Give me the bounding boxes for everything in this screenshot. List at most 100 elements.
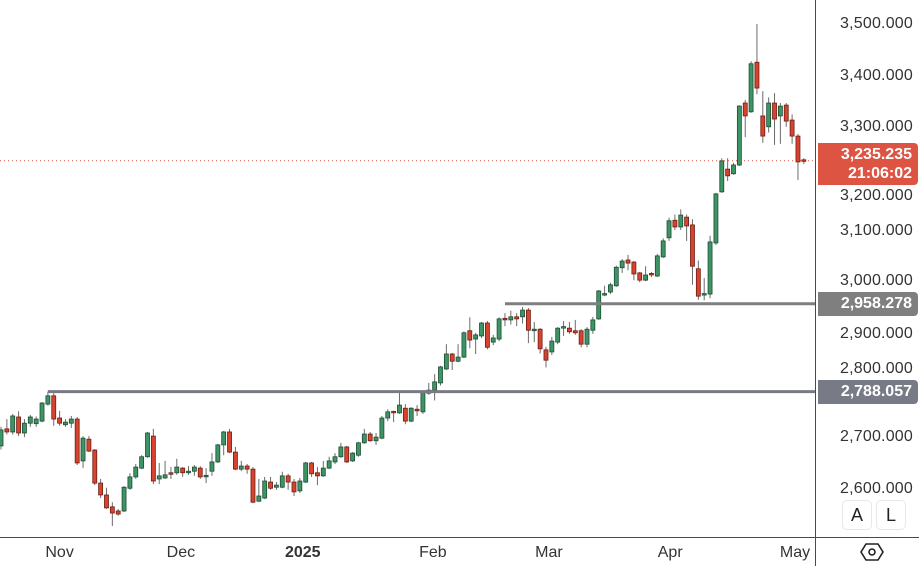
- price-tick-label: 3,000.000: [840, 271, 913, 289]
- log-scale-button[interactable]: L: [876, 500, 906, 530]
- candle-down: [625, 259, 631, 264]
- candle-up: [221, 431, 227, 446]
- candle-up: [660, 240, 666, 258]
- candle-down: [467, 330, 473, 341]
- candle-up: [262, 480, 268, 499]
- candle-down: [695, 268, 701, 297]
- candle-up: [68, 418, 74, 424]
- candle-up: [338, 446, 344, 458]
- candle-up: [45, 395, 51, 405]
- candle-up: [209, 461, 215, 472]
- auto-scale-button[interactable]: A: [842, 500, 872, 530]
- candle-down: [578, 330, 584, 345]
- candle-up: [490, 337, 496, 343]
- candle-down: [684, 216, 690, 227]
- axis-corner: [815, 537, 919, 566]
- candle-down: [51, 395, 57, 420]
- time-tick-label: Mar: [535, 544, 563, 561]
- candle-down: [631, 261, 637, 275]
- candle-up: [748, 63, 754, 113]
- candle-up: [520, 309, 525, 318]
- horizontal-level-label: 2,788.057: [818, 379, 918, 404]
- candle-down: [344, 446, 350, 463]
- candle-up: [326, 460, 332, 469]
- candle-up: [0, 429, 4, 447]
- candle-down: [367, 433, 373, 442]
- candle-down: [637, 272, 643, 281]
- candle-up: [297, 480, 303, 492]
- price-tick-label: 3,300.000: [840, 118, 913, 136]
- candle-down: [74, 418, 80, 464]
- candle-up: [438, 366, 443, 384]
- candle-up: [63, 421, 68, 426]
- candle-down: [772, 102, 777, 120]
- candle-up: [133, 466, 139, 478]
- candle-up: [496, 318, 502, 340]
- candle-down: [526, 309, 531, 331]
- candle-down: [725, 168, 731, 177]
- candle-down: [742, 102, 748, 117]
- last-price-label: 3,235.235 21:06:02: [818, 142, 918, 185]
- candle-up: [356, 442, 361, 456]
- candle-down: [537, 328, 543, 350]
- candle-up: [373, 436, 379, 442]
- candle-up: [162, 474, 168, 479]
- candlestick-plot[interactable]: [0, 0, 815, 537]
- candle-up: [584, 328, 590, 345]
- candle-up: [332, 456, 338, 463]
- candle-up: [766, 102, 772, 128]
- time-tick-label: Nov: [45, 544, 74, 561]
- candle-up: [678, 214, 684, 228]
- candle-down: [98, 482, 104, 496]
- candle-down: [514, 316, 520, 320]
- candle-up: [156, 475, 162, 480]
- candle-up: [350, 452, 356, 462]
- price-axis[interactable]: 2,600.000 2,700.000 2,800.000 2,900.000 3,00…: [815, 0, 919, 537]
- candle-down: [4, 428, 10, 433]
- candle-up: [121, 486, 127, 512]
- candle-up: [666, 220, 672, 239]
- candle-down: [227, 431, 232, 453]
- candle-down: [180, 467, 186, 474]
- price-tick-label: 3,400.000: [840, 66, 913, 84]
- candle-up: [719, 160, 725, 193]
- candle-up: [10, 415, 16, 433]
- time-tick-label: Feb: [419, 544, 447, 561]
- time-axis[interactable]: Nov Dec 2025 Feb Mar Apr May: [0, 537, 815, 566]
- candle-down: [543, 349, 549, 361]
- price-tick-label: 2,700.000: [840, 428, 913, 446]
- candle-down: [57, 417, 62, 424]
- candle-up: [432, 381, 438, 391]
- candle-down: [391, 410, 397, 414]
- candle-up: [461, 332, 467, 358]
- price-tick-label: 2,800.000: [840, 359, 913, 377]
- candle-up: [561, 326, 566, 329]
- price-tick-label: 2,900.000: [840, 324, 913, 342]
- candle-up: [473, 334, 479, 340]
- candle-up: [713, 193, 719, 244]
- candle-down: [672, 219, 678, 228]
- candle-up: [508, 316, 514, 321]
- candle-down: [649, 273, 654, 276]
- candle-up: [385, 411, 391, 419]
- time-tick-label: Dec: [166, 544, 196, 561]
- candle-up: [174, 466, 180, 474]
- candle-up: [549, 340, 555, 353]
- candle-up: [320, 467, 326, 477]
- settings-icon[interactable]: [860, 542, 884, 562]
- candle-down: [268, 481, 273, 489]
- candle-up: [654, 255, 660, 277]
- candle-up: [127, 476, 133, 489]
- candle-down: [86, 438, 92, 452]
- candle-down: [250, 468, 256, 503]
- candle-down: [16, 416, 21, 434]
- candle-up: [736, 105, 742, 166]
- candle-down: [104, 494, 109, 509]
- candle-down: [567, 327, 572, 333]
- candle-up: [191, 466, 197, 472]
- candle-down: [291, 481, 297, 493]
- candle-up: [643, 274, 648, 281]
- candle-up: [777, 105, 783, 117]
- candle-up: [145, 432, 150, 458]
- candle-up: [701, 293, 707, 296]
